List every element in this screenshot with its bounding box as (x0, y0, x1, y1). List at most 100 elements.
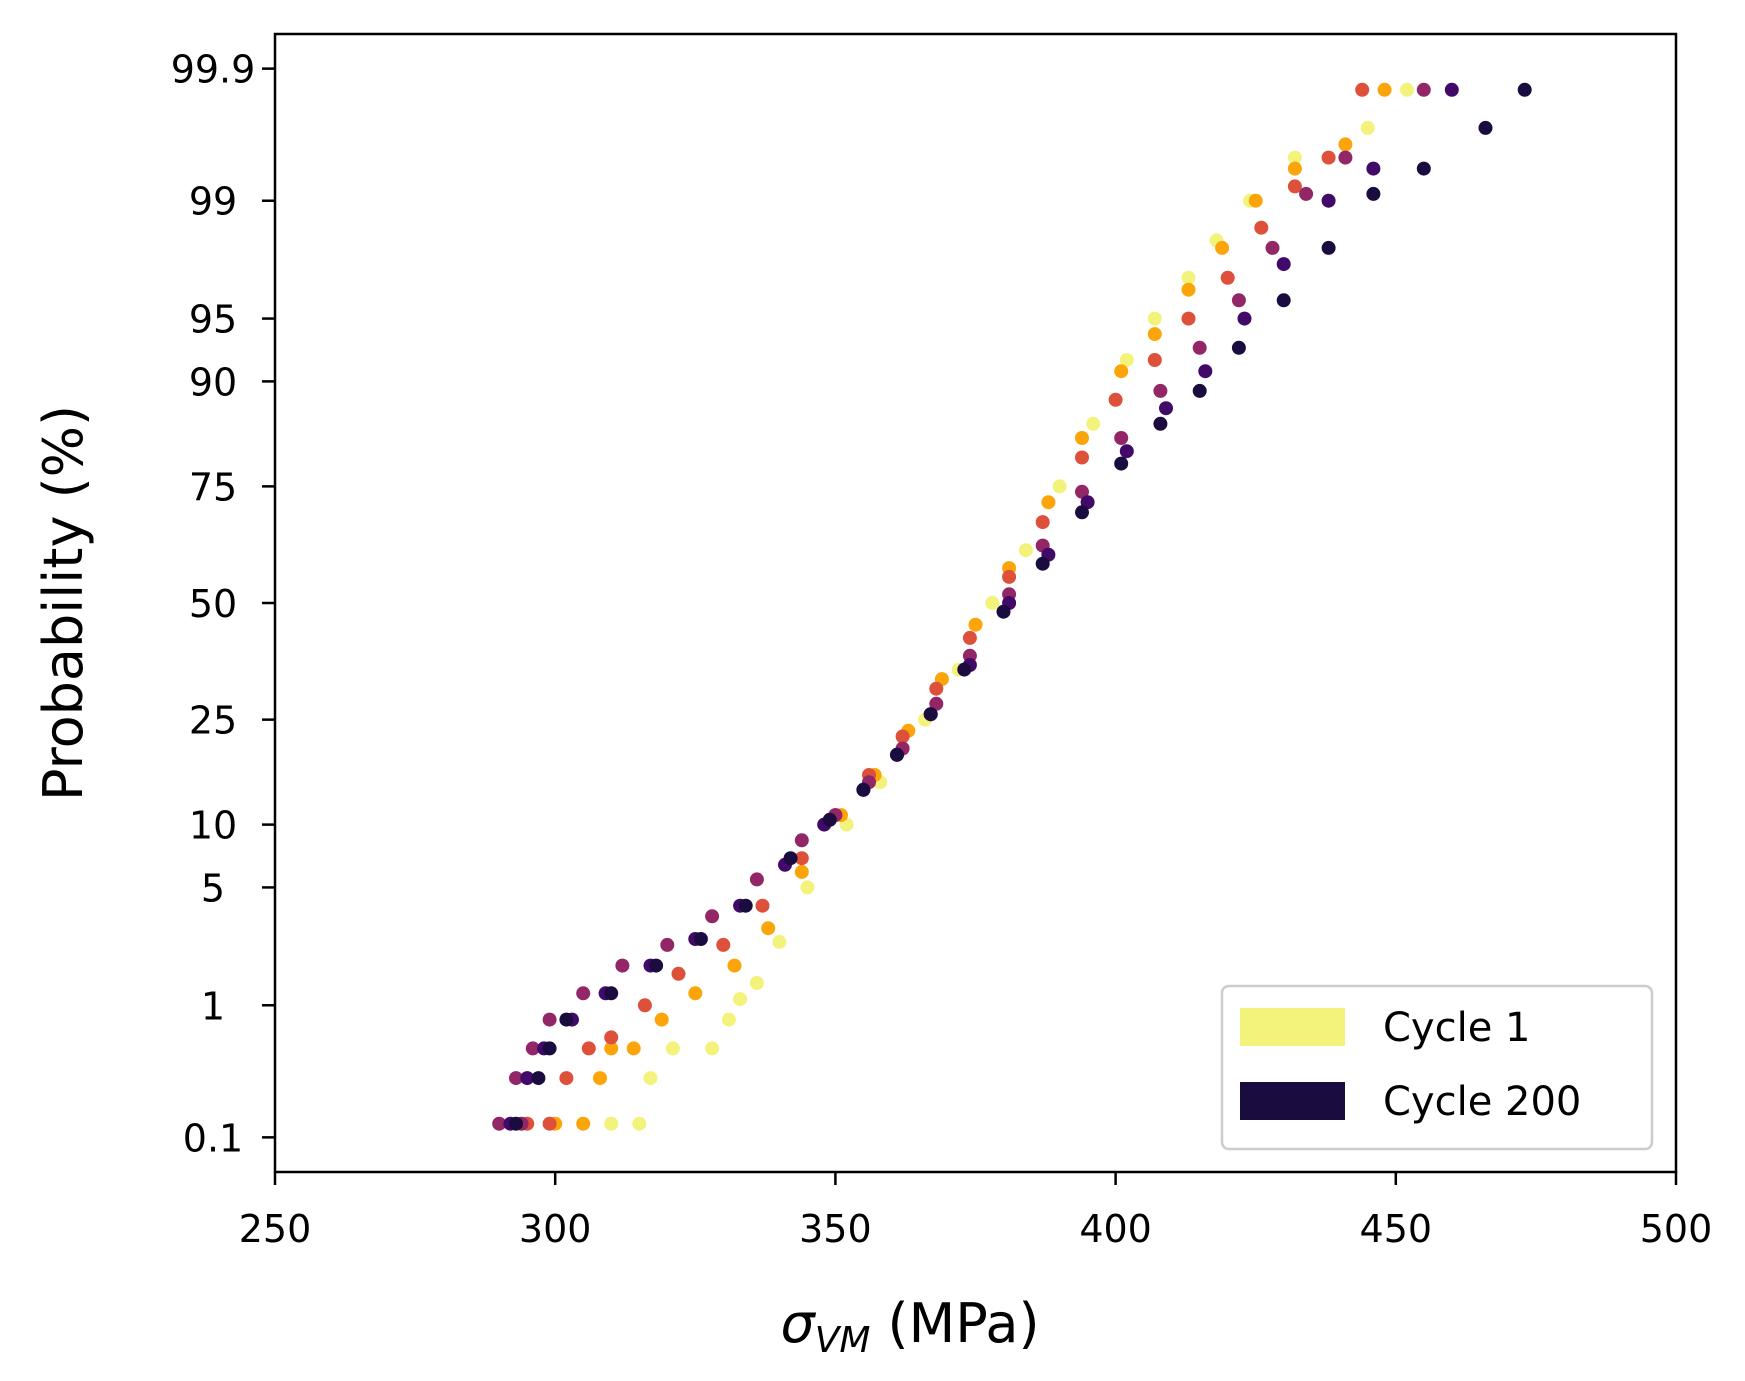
data-point (1035, 515, 1050, 530)
data-point (716, 937, 731, 952)
data-point (1360, 120, 1375, 135)
y-tick-label: 50 (189, 582, 237, 626)
data-point (649, 958, 664, 973)
data-point (890, 747, 904, 762)
y-tick-label: 95 (189, 298, 237, 342)
x-tick-label: 400 (1079, 1207, 1152, 1251)
x-tick-label: 250 (239, 1207, 312, 1251)
y-tick-label: 10 (189, 804, 237, 848)
data-point (643, 1071, 658, 1086)
data-point (1254, 220, 1269, 235)
data-point (525, 1041, 540, 1056)
data-point (1276, 293, 1291, 308)
series-cycle-1 (604, 82, 1414, 1131)
data-point (1400, 82, 1414, 97)
data-point (761, 921, 776, 936)
data-point (1075, 431, 1089, 445)
data-point (783, 851, 798, 866)
y-tick-label: 99.9 (171, 48, 256, 92)
data-point (1147, 327, 1162, 342)
data-point (1075, 484, 1089, 499)
data-point (559, 1071, 574, 1086)
data-point (800, 880, 815, 895)
y-tick-label: 5 (201, 866, 225, 910)
data-point (794, 864, 809, 879)
data-point (957, 662, 972, 677)
data-point (1159, 401, 1173, 416)
legend-swatch-cycle-1 (1240, 1008, 1345, 1046)
data-point (688, 986, 703, 1001)
data-point (705, 909, 720, 924)
data-point (749, 872, 764, 887)
data-point (1181, 270, 1196, 285)
data-point (1018, 543, 1033, 558)
data-point (929, 696, 944, 711)
data-point (1517, 82, 1532, 97)
data-point (996, 604, 1011, 619)
y-tick-label: 99 (189, 180, 237, 224)
data-point (1299, 186, 1314, 201)
data-point (1215, 240, 1230, 255)
data-point (772, 934, 787, 949)
data-point (1366, 161, 1381, 176)
data-point (604, 986, 619, 1001)
data-point (660, 937, 675, 952)
data-point (593, 1071, 607, 1086)
x-tick-label: 350 (799, 1207, 872, 1251)
series-cycle-100 (520, 82, 1370, 1131)
x-tick-label: 300 (519, 1207, 592, 1251)
data-point (542, 1012, 557, 1027)
data-point (1192, 383, 1207, 398)
data-point (604, 1041, 619, 1056)
data-point (733, 992, 748, 1007)
data-point (1147, 311, 1162, 326)
legend-label-cycle-1: Cycle 1 (1383, 1005, 1530, 1051)
data-point (1153, 416, 1168, 431)
data-point (1478, 120, 1493, 135)
data-point (693, 932, 708, 946)
data-point (1153, 383, 1168, 398)
data-point (1231, 293, 1246, 308)
data-point (929, 681, 944, 696)
data-point (1287, 150, 1302, 165)
data-point (1114, 456, 1129, 471)
data-point (1192, 340, 1207, 355)
data-point (604, 1030, 619, 1045)
data-point (1119, 444, 1134, 459)
data-point (520, 1071, 535, 1086)
data-point (705, 1041, 720, 1056)
y-tick-label: 25 (189, 699, 237, 743)
data-point (654, 1012, 669, 1027)
data-point (1265, 240, 1280, 255)
data-point (1147, 353, 1162, 367)
data-point (1321, 240, 1336, 255)
data-point (1119, 353, 1134, 367)
data-point (542, 1041, 557, 1056)
legend-label-cycle-200: Cycle 200 (1383, 1079, 1581, 1125)
data-point (576, 1116, 591, 1131)
data-point (1108, 392, 1123, 407)
scatter-points (492, 82, 1532, 1131)
data-point (576, 986, 591, 1001)
x-axis-title: σVM (MPa) (780, 1292, 1039, 1361)
data-point (531, 1071, 546, 1086)
data-point (1231, 340, 1246, 355)
data-point (794, 833, 809, 848)
data-point (738, 898, 753, 913)
data-point (1355, 82, 1370, 97)
data-point (509, 1071, 523, 1086)
data-point (637, 998, 652, 1013)
y-tick-label: 90 (189, 360, 237, 404)
y-axis-title: Probability (%) (32, 405, 95, 801)
data-point (1041, 495, 1056, 510)
data-point (968, 617, 983, 632)
y-tick-label: 75 (189, 465, 237, 509)
data-point (1198, 364, 1213, 379)
data-point (962, 630, 977, 645)
legend: Cycle 1 Cycle 200 (1220, 984, 1654, 1151)
data-point (1287, 161, 1302, 176)
data-point (1321, 150, 1336, 165)
data-point (542, 1116, 557, 1131)
